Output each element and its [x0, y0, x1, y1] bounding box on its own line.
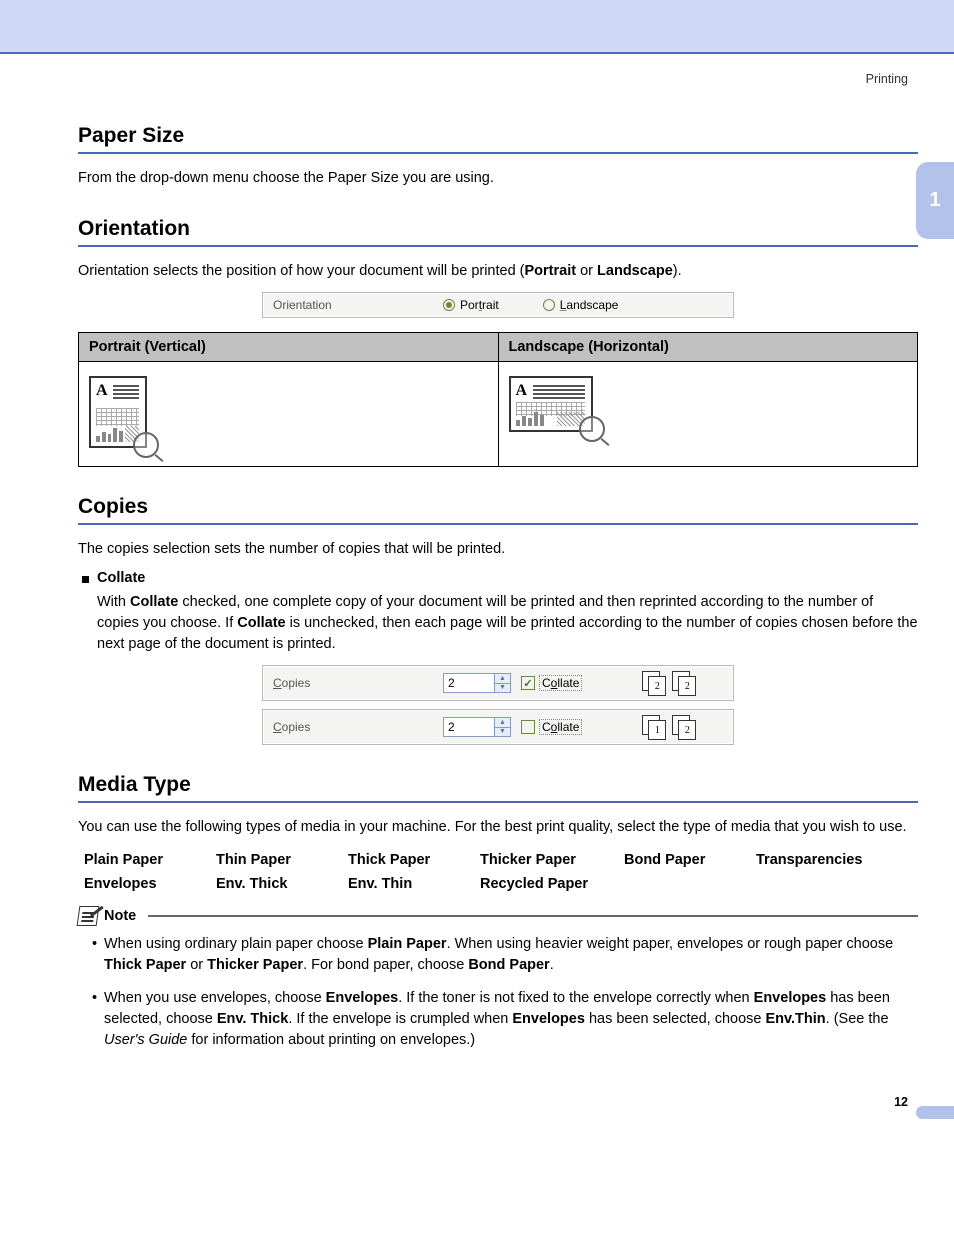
- text: or: [576, 263, 597, 279]
- note-label: Note: [104, 908, 136, 924]
- radio-portrait[interactable]: Portrait: [443, 298, 499, 312]
- media-item: Thick Paper: [348, 848, 480, 872]
- copies-input[interactable]: 2: [443, 717, 495, 737]
- copies-label: Copies: [273, 676, 443, 690]
- note-heading: Note: [78, 906, 918, 926]
- media-heading: Media Type: [78, 773, 918, 797]
- orientation-body: Orientation selects the position of how …: [78, 261, 918, 282]
- orientation-strip-label: Orientation: [273, 298, 443, 312]
- media-item: Thin Paper: [216, 848, 348, 872]
- paper-size-body: From the drop-down menu choose the Paper…: [78, 168, 918, 189]
- copies-spinner[interactable]: ▲▼: [495, 717, 511, 737]
- media-item: Bond Paper: [624, 848, 756, 872]
- page-content: Printing 1 Paper Size From the drop-down…: [0, 54, 954, 1159]
- radio-label: Portrait: [460, 298, 499, 312]
- copies-strip-checked: Copies 2 ▲▼ ✓ Collate 12 12: [262, 665, 734, 701]
- copies-body: The copies selection sets the number of …: [78, 539, 918, 560]
- media-item: Recycled Paper: [480, 872, 624, 896]
- orientation-table: Portrait (Vertical) Landscape (Horizonta…: [78, 332, 918, 467]
- media-item: Transparencies: [756, 848, 888, 872]
- note-list: When using ordinary plain paper choose P…: [92, 934, 918, 1051]
- page-number: 12: [78, 1095, 908, 1109]
- text-bold: Landscape: [597, 263, 673, 279]
- radio-label: Landscape: [560, 298, 619, 312]
- magnifier-icon: [133, 432, 159, 458]
- top-banner: [0, 0, 954, 54]
- collate-order-icon: 11 22: [642, 715, 696, 739]
- copies-label: Copies: [273, 720, 443, 734]
- collate-subhead-label: Collate: [97, 570, 145, 586]
- radio-icon: [443, 299, 455, 311]
- portrait-preview-cell: A: [79, 362, 499, 467]
- media-type-list: Plain Paper Thin Paper Thick Paper Thick…: [84, 848, 918, 896]
- collate-checkbox[interactable]: [521, 720, 535, 734]
- radio-icon: [543, 299, 555, 311]
- footer-tab: [916, 1106, 954, 1119]
- collate-order-icon: 12 12: [642, 671, 696, 695]
- media-item: Envelopes: [84, 872, 216, 896]
- media-item: Thicker Paper: [480, 848, 624, 872]
- header-category: Printing: [866, 72, 908, 86]
- rule: [78, 523, 918, 525]
- paper-size-heading: Paper Size: [78, 124, 918, 148]
- landscape-preview-cell: A: [498, 362, 918, 467]
- media-item: Env. Thick: [216, 872, 348, 896]
- copies-spinner[interactable]: ▲▼: [495, 673, 511, 693]
- media-body: You can use the following types of media…: [78, 817, 918, 838]
- text-bold: Portrait: [525, 263, 577, 279]
- rule: [78, 152, 918, 154]
- copies-strip-unchecked: Copies 2 ▲▼ Collate 11 22: [262, 709, 734, 745]
- note-icon: [77, 906, 100, 926]
- copies-input[interactable]: 2: [443, 673, 495, 693]
- note-line: [148, 915, 918, 917]
- collate-body: With Collate checked, one complete copy …: [97, 592, 918, 655]
- radio-landscape[interactable]: Landscape: [543, 298, 619, 312]
- collate-subhead: Collate: [82, 570, 918, 586]
- table-header: Portrait (Vertical): [79, 333, 499, 362]
- landscape-doc-icon: A: [509, 376, 593, 432]
- orientation-strip: Orientation Portrait Landscape: [262, 292, 734, 318]
- portrait-doc-icon: A: [89, 376, 147, 448]
- rule: [78, 801, 918, 803]
- text: Orientation selects the position of how …: [78, 263, 525, 279]
- orientation-heading: Orientation: [78, 217, 918, 241]
- rule: [78, 245, 918, 247]
- chapter-tab: 1: [916, 162, 954, 239]
- copies-heading: Copies: [78, 495, 918, 519]
- media-item: Env. Thin: [348, 872, 480, 896]
- magnifier-icon: [579, 416, 605, 442]
- collate-checkbox-label: Collate: [539, 675, 582, 691]
- table-header: Landscape (Horizontal): [498, 333, 918, 362]
- note-item: When you use envelopes, choose Envelopes…: [92, 988, 918, 1051]
- text: ).: [673, 263, 682, 279]
- collate-checkbox-label: Collate: [539, 719, 582, 735]
- note-item: When using ordinary plain paper choose P…: [92, 934, 918, 976]
- bullet-icon: [82, 576, 89, 583]
- collate-checkbox[interactable]: ✓: [521, 676, 535, 690]
- media-item: Plain Paper: [84, 848, 216, 872]
